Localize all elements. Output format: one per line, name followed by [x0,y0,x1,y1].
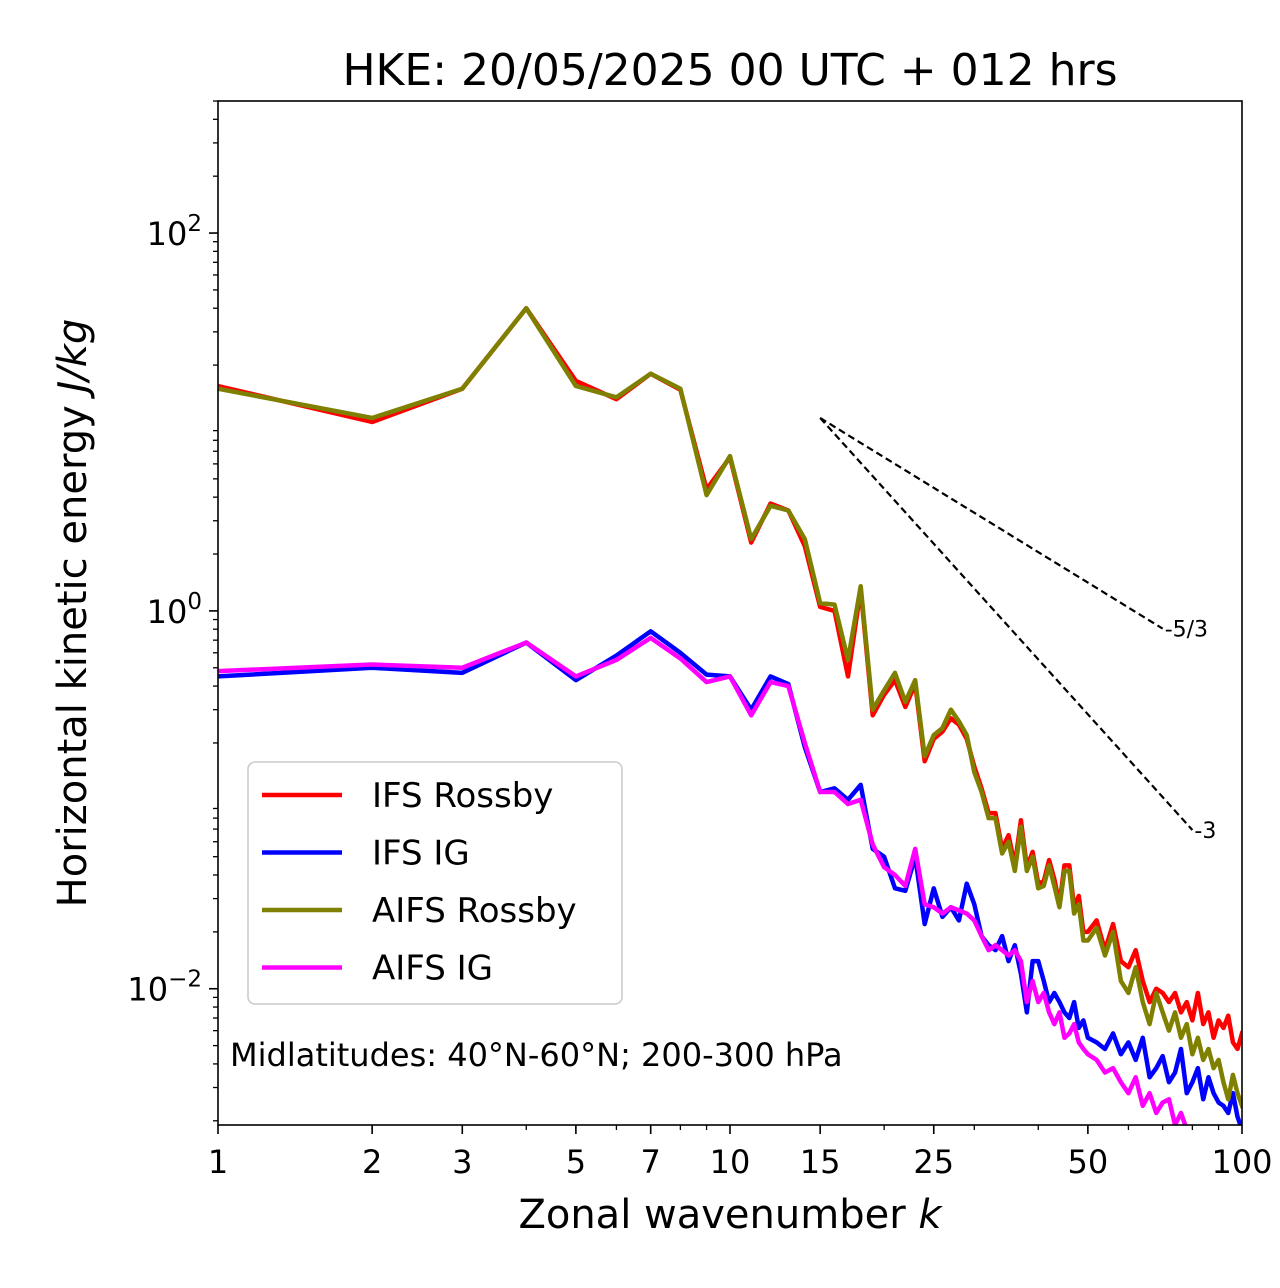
series-line-aifs-rossby [218,305,1242,1109]
x-tick-label: 5 [566,1143,586,1181]
reference-slope-lines: -5/3 -3 [819,417,1216,844]
slope-line-0 [819,417,1164,630]
x-tick-label: 50 [1068,1143,1109,1181]
legend-label: AIFS Rossby [372,891,577,931]
legend-label: IFS IG [372,834,470,874]
slope-label-0: -5/3 [1165,618,1208,643]
x-tick-label: 10 [710,1143,751,1181]
legend-label: IFS Rossby [372,776,553,816]
x-tick-label: 25 [913,1143,954,1181]
y-axis-label: Horizontal kinetic energy J/kg [50,319,96,908]
y-tick-label: 102 [147,211,202,253]
x-tick-label: 15 [800,1143,841,1181]
x-tick-label: 3 [452,1143,472,1181]
x-tick-label: 100 [1211,1143,1272,1181]
region-annotation: Midlatitudes: 40°N-60°N; 200-300 hPa [230,1036,843,1074]
series-line-aifs-ig [218,635,1188,1125]
plot-area: -5/3 -3 1 2 3 5 7 10 15 25 50 100 102 100 10−2 [127,100,1273,1181]
slope-label-1: -3 [1194,819,1216,844]
y-axis-ticks: 102 100 10−2 [127,100,218,1122]
x-axis-ticks: 1 2 3 5 7 10 15 25 50 100 [208,1125,1273,1181]
slope-line-1 [819,417,1194,831]
x-tick-label: 7 [641,1143,661,1181]
chart-title: HKE: 20/05/2025 00 UTC + 012 hrs [342,45,1117,96]
x-axis-label: Zonal wavenumber k [518,1192,943,1238]
legend-entries: IFS Rossby IFS IG AIFS Rossby AIFS IG [262,776,577,989]
legend-box [247,761,623,1005]
y-tick-label: 100 [147,589,202,631]
y-tick-label: 10−2 [127,967,202,1009]
x-tick-label: 2 [362,1143,382,1181]
legend: IFS Rossby IFS IG AIFS Rossby AIFS IG [247,761,623,1005]
series-lines [218,305,1242,1125]
legend-label: AIFS IG [372,949,493,989]
x-tick-label: 1 [208,1143,228,1181]
